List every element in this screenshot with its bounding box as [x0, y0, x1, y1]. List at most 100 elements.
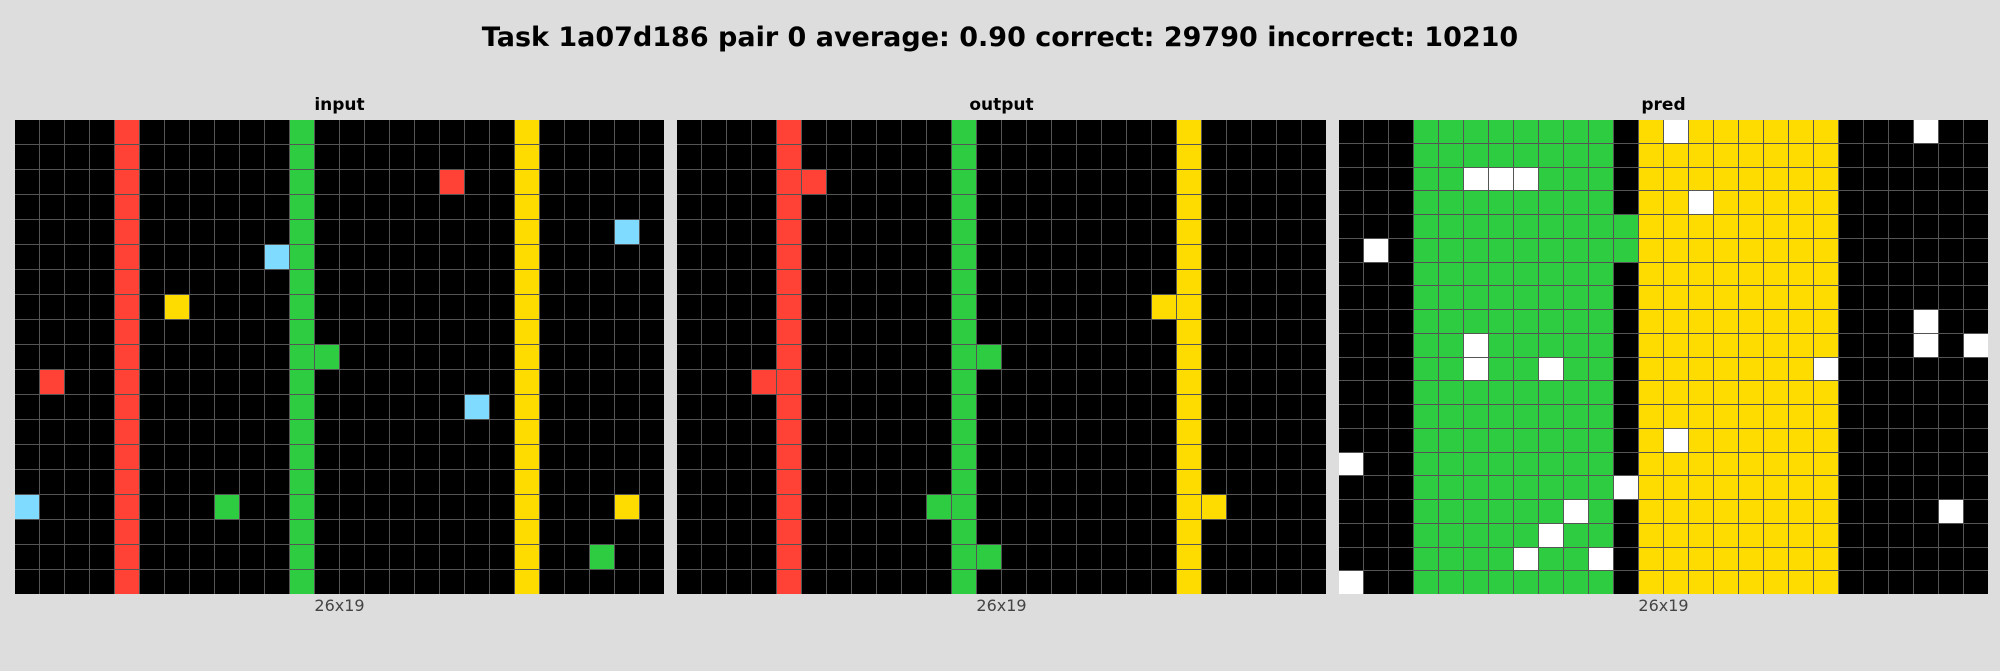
- grid-cell: [1939, 167, 1963, 191]
- grid-cell: [1964, 167, 1988, 191]
- grid-cell: [1889, 500, 1913, 523]
- grid-cell: [1202, 320, 1226, 344]
- grid-cell: [140, 445, 164, 469]
- grid-cell: [140, 495, 164, 519]
- grid-cell: [590, 445, 614, 469]
- grid-cell: [565, 495, 589, 519]
- grid-cell: [902, 170, 926, 194]
- grid-cell: [1389, 167, 1413, 191]
- grid-cell: [1939, 547, 1963, 571]
- grid-cell: [365, 470, 389, 494]
- grid-cell: [1789, 523, 1813, 547]
- grid-cell: [1152, 395, 1176, 419]
- grid-cell: [827, 470, 851, 494]
- grid-cell: [540, 320, 564, 344]
- grid-cell: [927, 120, 951, 144]
- grid-cell: [1689, 143, 1713, 167]
- grid-cell: [190, 545, 214, 569]
- grid-cell: [1077, 145, 1101, 169]
- grid-cell: [1839, 191, 1863, 214]
- grid-cell: [490, 445, 514, 469]
- grid-cell: [1789, 405, 1813, 428]
- grid-cell: [1789, 547, 1813, 571]
- grid-cell: [365, 145, 389, 169]
- grid-cell: [927, 270, 951, 294]
- grid-cell: [1914, 405, 1938, 428]
- grid-cell: [1664, 381, 1688, 404]
- grid-cell: [1339, 286, 1363, 309]
- grid-cell: [1614, 547, 1638, 571]
- grid-cell: [1714, 476, 1738, 499]
- grid-cell: [465, 395, 489, 419]
- grid-cell: [827, 420, 851, 444]
- grid-cell: [515, 420, 539, 444]
- grid-cell: [1389, 191, 1413, 214]
- grid-cell: [1889, 405, 1913, 428]
- grid-cell: [40, 370, 64, 394]
- grid-cell: [952, 145, 976, 169]
- grid-cell: [265, 445, 289, 469]
- grid-cell: [1102, 245, 1126, 269]
- grid-cell: [1839, 215, 1863, 238]
- grid-cell: [215, 420, 239, 444]
- grid-cell: [802, 445, 826, 469]
- grid-cell: [140, 370, 164, 394]
- grid-cell: [777, 120, 801, 144]
- grid-cell: [727, 195, 751, 219]
- grid-cell: [1639, 476, 1663, 499]
- grid-cell: [1439, 238, 1463, 262]
- grid-cell: [827, 570, 851, 594]
- grid-cell: [190, 395, 214, 419]
- grid-cell: [1364, 405, 1388, 428]
- grid-cell: [1814, 120, 1838, 143]
- grid-cell: [1252, 170, 1276, 194]
- grid-cell: [365, 195, 389, 219]
- grid-cell: [1564, 262, 1588, 286]
- grid-cell: [1539, 310, 1563, 333]
- grid-cell: [1177, 245, 1201, 269]
- grid-cell: [165, 145, 189, 169]
- grid-cell: [1364, 310, 1388, 333]
- grid-cell: [877, 395, 901, 419]
- grid-cell: [15, 395, 39, 419]
- grid-cell: [565, 145, 589, 169]
- grid-cell: [390, 270, 414, 294]
- grid-cell: [1052, 370, 1076, 394]
- grid-cell: [1589, 523, 1613, 547]
- grid-cell: [1789, 286, 1813, 309]
- grid-cell: [727, 445, 751, 469]
- grid-cell: [515, 345, 539, 369]
- grid-cell: [365, 395, 389, 419]
- grid-cell: [1339, 381, 1363, 404]
- grid-cell: [677, 195, 701, 219]
- grid-cell: [1714, 191, 1738, 214]
- grid-cell: [290, 395, 314, 419]
- grid-cell: [1177, 120, 1201, 144]
- grid-cell: [677, 220, 701, 244]
- grid-cell: [315, 520, 339, 544]
- grid-cell: [465, 295, 489, 319]
- grid-cell: [802, 570, 826, 594]
- grid-cell: [1814, 452, 1838, 476]
- grid-cell: [615, 195, 639, 219]
- grid-cell: [1464, 262, 1488, 286]
- grid-cell: [490, 395, 514, 419]
- grid-cell: [727, 520, 751, 544]
- grid-cell: [1514, 120, 1538, 143]
- grid-cell: [1127, 570, 1151, 594]
- grid-cell: [1002, 345, 1026, 369]
- grid-cell: [1964, 500, 1988, 523]
- grid-cell: [1127, 545, 1151, 569]
- grid-cell: [265, 545, 289, 569]
- grid-cell: [677, 370, 701, 394]
- grid-cell: [1302, 220, 1326, 244]
- grid-cell: [465, 470, 489, 494]
- grid-cell: [702, 495, 726, 519]
- grid-cell: [115, 445, 139, 469]
- grid-cell: [615, 420, 639, 444]
- grid-cell: [190, 470, 214, 494]
- grid-cell: [727, 270, 751, 294]
- grid-cell: [1052, 270, 1076, 294]
- grid-cell: [140, 145, 164, 169]
- grid-cell: [1739, 167, 1763, 191]
